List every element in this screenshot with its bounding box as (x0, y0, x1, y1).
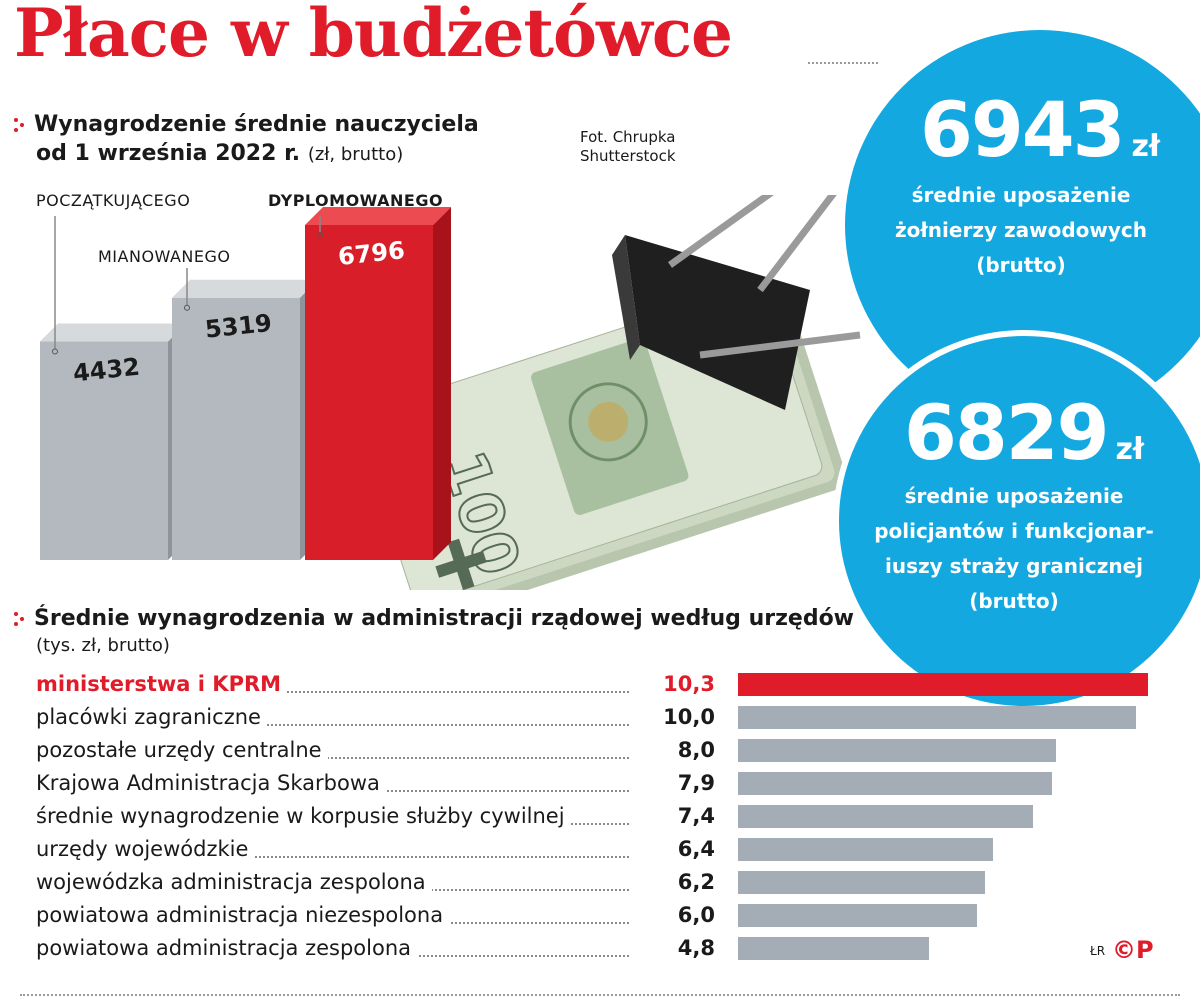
section1-title-line2: od 1 września 2022 r. (36, 141, 301, 166)
bar (738, 937, 930, 960)
banknotes-illustration: 100 (355, 195, 861, 590)
category-label: DYPLOMOWANEGO (268, 191, 443, 210)
row-value: 6,4 (630, 837, 715, 861)
police-text-3: iuszy straży granicznej (884, 554, 1144, 578)
teacher-salary-chart: POCZĄTKUJĄCEGO 4432 MIANOWANEGO 5319 DYPLOMO… (36, 191, 451, 560)
police-text-1: średnie uposażenie (904, 484, 1124, 508)
row-value: 4,8 (630, 936, 715, 960)
bar (738, 772, 1053, 795)
section1-header: Wynagrodzenie średnie nauczyciela od 1 w… (14, 112, 479, 166)
bar (738, 838, 993, 861)
page-title: Płace w budżetówce (14, 0, 733, 72)
bar (738, 739, 1057, 762)
row-label: średnie wynagrodzenie w korpusie służby … (36, 804, 571, 828)
row-value: 7,9 (630, 771, 715, 795)
soldiers-text-1: średnie uposażenie (911, 183, 1131, 207)
row-label: powiatowa administracja niezespolona (36, 903, 450, 927)
section2-title: Średnie wynagrodzenia w administracji rz… (34, 606, 855, 631)
bar (40, 341, 168, 560)
row-leader-dots (40, 724, 660, 726)
chart-row: powiatowa administracja niezespolona 6,0 (0, 901, 1200, 934)
row-value: 8,0 (630, 738, 715, 762)
chart-row: pozostałe urzędy centralne 8,0 (0, 736, 1200, 769)
leader-dot (317, 232, 323, 238)
bar (738, 706, 1136, 729)
row-label: ministerstwa i KPRM (36, 672, 288, 696)
police-text-4: (brutto) (969, 589, 1059, 613)
chart-row: urzędy wojewódzkie 6,4 (0, 835, 1200, 868)
section1-unit: (zł, brutto) (307, 144, 404, 165)
bar (172, 297, 300, 560)
row-leader-dots (40, 691, 660, 693)
bar (738, 805, 1033, 828)
row-label: pozostałe urzędy centralne (36, 738, 328, 762)
row-label: powiatowa administracja zespolona (36, 936, 418, 960)
row-value: 10,3 (630, 672, 715, 696)
row-leader-dots (40, 856, 660, 858)
photo-credit: Fot. Chrupka Shutterstock (580, 128, 676, 165)
bar (738, 904, 977, 927)
bar (738, 871, 985, 894)
chart-row: Krajowa Administracja Skarbowa 7,9 (0, 769, 1200, 802)
chart-row: powiatowa administracja zespolona 4,8 (0, 934, 1200, 967)
row-label: placówki zagraniczne (36, 705, 267, 729)
bar (738, 673, 1148, 696)
binder-clip-icon (612, 195, 861, 410)
value-label: 4432 (72, 353, 141, 388)
police-unit: zł (1115, 432, 1145, 467)
soldiers-text-3: (brutto) (976, 253, 1066, 277)
value-label: 5319 (204, 309, 273, 344)
police-value: 6829 (903, 388, 1110, 477)
category-label: MIANOWANEGO (98, 247, 231, 266)
bar-top (172, 279, 318, 298)
value-label: 6796 (337, 236, 406, 271)
chart-row: wojewódzka administracja zespolona 6,2 (0, 868, 1200, 901)
row-value: 6,0 (630, 903, 715, 927)
category-label: POCZĄTKUJĄCEGO (36, 191, 190, 210)
soldiers-text-2: żołnierzy zawodowych (895, 218, 1147, 242)
bar-top (40, 323, 186, 342)
office-salary-chart: ministerstwa i KPRM 10,3 placówki zagranic… (0, 670, 1200, 970)
bar (305, 225, 433, 560)
circle-police: 6829 zł średnie uposażenie policjantów i … (833, 330, 1200, 712)
leader-dot (184, 304, 190, 311)
row-label: urzędy wojewódzkie (36, 837, 255, 861)
bullet-icon (14, 612, 28, 626)
row-label: Krajowa Administracja Skarbowa (36, 771, 386, 795)
chart-row: średnie wynagrodzenie w korpusie służby … (0, 802, 1200, 835)
title-divider (808, 62, 878, 64)
chart-row: ministerstwa i KPRM 10,3 (0, 670, 1200, 703)
row-value: 10,0 (630, 705, 715, 729)
section1-title-line1: Wynagrodzenie średnie nauczyciela (34, 112, 479, 137)
bar-top (305, 207, 451, 225)
section2-unit: (tys. zł, brutto) (36, 635, 170, 656)
section2-header: Średnie wynagrodzenia w administracji rz… (14, 606, 854, 656)
row-label: wojewódzka administracja zespolona (36, 870, 432, 894)
police-text-2: policjantów i funkcjonar- (874, 519, 1154, 543)
row-value: 7,4 (630, 804, 715, 828)
leader-dot (52, 348, 58, 355)
bullet-icon (14, 118, 28, 132)
row-leader-dots (40, 757, 660, 759)
row-value: 6,2 (630, 870, 715, 894)
bar-side (433, 207, 451, 560)
publisher-logo: ©P (1112, 936, 1154, 964)
chart-row: placówki zagraniczne 10,0 (0, 703, 1200, 736)
bottom-divider (20, 994, 1180, 996)
soldiers-value: 6943 (919, 85, 1126, 174)
soldiers-unit: zł (1131, 129, 1161, 164)
author-signature: ŁR (1090, 944, 1106, 958)
